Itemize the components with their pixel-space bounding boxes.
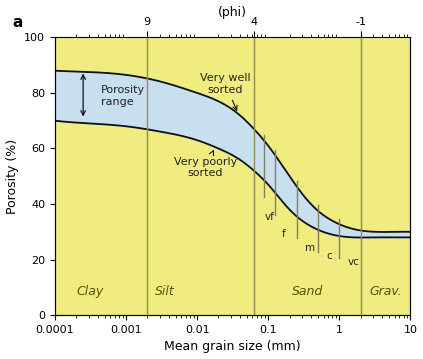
Text: Clay: Clay bbox=[77, 285, 104, 298]
X-axis label: Mean grain size (mm): Mean grain size (mm) bbox=[164, 340, 301, 354]
Text: Very well
sorted: Very well sorted bbox=[200, 73, 251, 110]
Text: vc: vc bbox=[347, 257, 359, 267]
Text: vf: vf bbox=[265, 213, 275, 222]
Text: Very poorly
sorted: Very poorly sorted bbox=[173, 151, 237, 178]
Text: Porosity
range: Porosity range bbox=[101, 85, 146, 107]
X-axis label: (phi): (phi) bbox=[218, 5, 247, 19]
Text: Sand: Sand bbox=[291, 285, 323, 298]
Text: Grav.: Grav. bbox=[369, 285, 402, 298]
Text: a: a bbox=[12, 15, 22, 30]
Text: m: m bbox=[305, 243, 315, 253]
Text: f: f bbox=[282, 229, 286, 239]
Text: c: c bbox=[326, 251, 332, 261]
Text: Silt: Silt bbox=[155, 285, 175, 298]
Y-axis label: Porosity (%): Porosity (%) bbox=[5, 139, 19, 214]
